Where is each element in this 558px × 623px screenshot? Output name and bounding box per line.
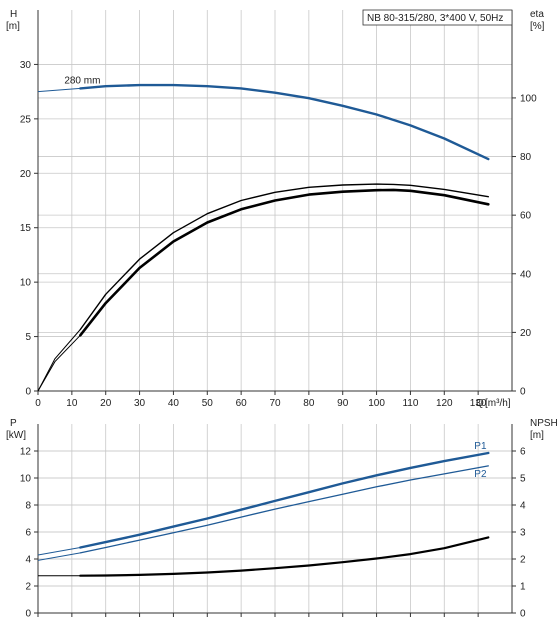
head-efficiency-panel: 0 5 10 15 20 25 30 0 20 40 60 80 100 0 10 20 30 40 50 60 70 8… bbox=[6, 9, 545, 409]
right-axis-unit: [%] bbox=[530, 21, 545, 32]
right-axis-tick-label: 60 bbox=[520, 211, 532, 222]
right-axis-tick-label: 5 bbox=[520, 474, 526, 485]
x-axis-tick-label: 60 bbox=[236, 398, 248, 409]
left-axis-tick-label: 0 bbox=[25, 609, 31, 620]
left-axis-unit: [m] bbox=[6, 21, 20, 32]
right-axis-tick-label: 4 bbox=[520, 501, 526, 512]
right-axis-tick-label: 0 bbox=[520, 609, 526, 620]
left-axis-tick-label: 12 bbox=[20, 447, 32, 458]
x-axis-tick-label: 30 bbox=[134, 398, 146, 409]
right-axis-tick-label: 3 bbox=[520, 528, 526, 539]
left-axis-tick-label: 25 bbox=[20, 114, 32, 125]
left-axis-label: P bbox=[10, 418, 17, 429]
x-axis-tick-label: 20 bbox=[100, 398, 112, 409]
left-axis-tick-label: 8 bbox=[25, 501, 31, 512]
series-extension-line bbox=[37, 329, 81, 392]
left-axis-tick-label: 20 bbox=[20, 169, 32, 180]
chart-title: NB 80-315/280, 3*400 V, 50Hz bbox=[367, 13, 503, 24]
x-axis-tick-label: 10 bbox=[66, 398, 78, 409]
series-extension-line bbox=[37, 87, 81, 93]
x-axis-tick-label: 80 bbox=[303, 398, 315, 409]
series-line bbox=[79, 536, 490, 577]
x-axis-tick-label: 0 bbox=[35, 398, 41, 409]
right-axis-label: eta bbox=[530, 9, 544, 20]
right-axis-tick-label: 80 bbox=[520, 152, 532, 163]
x-axis-tick-label: 50 bbox=[202, 398, 214, 409]
series-line bbox=[79, 188, 490, 337]
left-axis-label: H bbox=[10, 9, 17, 20]
series-line bbox=[79, 83, 490, 161]
left-axis-tick-label: 0 bbox=[25, 387, 31, 398]
chart-title-box bbox=[362, 9, 513, 26]
left-axis-tick-label: 6 bbox=[25, 528, 31, 539]
series-line bbox=[79, 183, 489, 331]
left-axis-tick-label: 5 bbox=[25, 332, 31, 343]
right-axis-tick-label: 6 bbox=[520, 447, 526, 458]
right-axis-tick-label: 2 bbox=[520, 555, 526, 566]
x-axis-tick-label: 70 bbox=[269, 398, 281, 409]
left-axis-tick-label: 4 bbox=[25, 555, 31, 566]
series-extension-line bbox=[37, 334, 81, 392]
right-axis-tick-label: 40 bbox=[520, 269, 532, 280]
x-axis-unit: [m³/h] bbox=[485, 398, 511, 409]
x-axis-tick-label: 100 bbox=[368, 398, 385, 409]
right-axis-label: NPSH bbox=[530, 418, 558, 429]
series-label: P1 bbox=[474, 441, 487, 452]
right-axis-tick-label: 0 bbox=[520, 387, 526, 398]
series-label: 280 mm bbox=[64, 75, 100, 86]
left-axis-tick-label: 2 bbox=[25, 582, 31, 593]
series-line bbox=[79, 451, 490, 549]
right-axis-tick-label: 100 bbox=[520, 93, 537, 104]
series-extension-line bbox=[37, 552, 81, 561]
x-axis-label: Q bbox=[476, 398, 484, 409]
series-line bbox=[79, 465, 489, 554]
left-axis-tick-label: 10 bbox=[20, 474, 32, 485]
right-axis-unit: [m] bbox=[530, 430, 544, 441]
left-axis-tick-label: 10 bbox=[20, 278, 32, 289]
right-axis-tick-label: 1 bbox=[520, 582, 526, 593]
x-axis-tick-label: 110 bbox=[402, 398, 418, 409]
series-label: P2 bbox=[474, 469, 487, 480]
left-axis-tick-label: 30 bbox=[20, 60, 32, 71]
x-axis-tick-label: 120 bbox=[436, 398, 453, 409]
left-axis-unit: [kW] bbox=[6, 430, 26, 441]
right-axis-tick-label: 20 bbox=[520, 328, 532, 339]
x-axis-tick-label: 130 bbox=[470, 398, 487, 409]
series-extension-line bbox=[37, 547, 81, 556]
left-axis-tick-label: 15 bbox=[20, 223, 32, 234]
x-axis-tick-label: 90 bbox=[337, 398, 349, 409]
x-axis-tick-label: 40 bbox=[168, 398, 180, 409]
